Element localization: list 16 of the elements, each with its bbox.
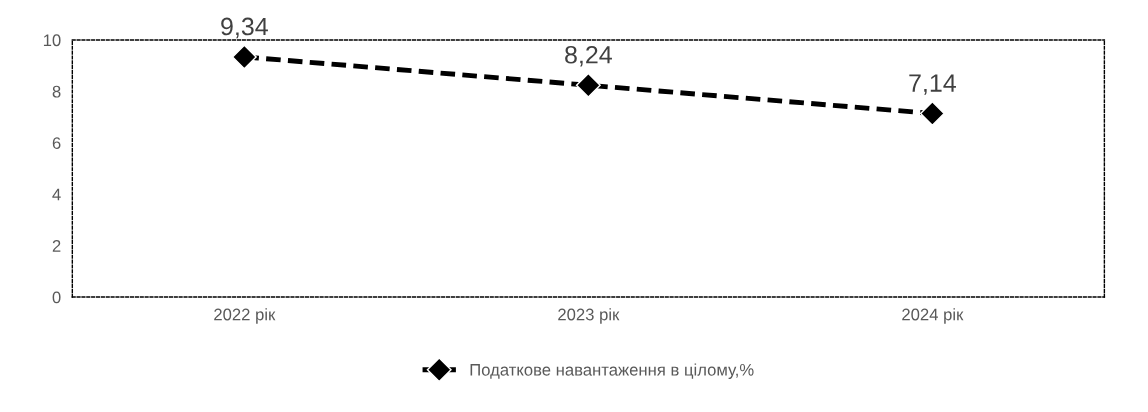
y-tick-label: 2 xyxy=(52,240,61,252)
x-tick-label: 2024 рік xyxy=(902,308,964,324)
point xyxy=(919,101,945,126)
y-tick-label: 0 xyxy=(52,291,61,304)
point xyxy=(575,72,601,98)
data-label: 8,24 xyxy=(565,45,612,67)
data-label: 7,14 xyxy=(909,74,956,95)
y-tick-label: 4 xyxy=(52,188,61,201)
data-label: 9,34 xyxy=(221,17,268,39)
x-tick-label: 2023 рік xyxy=(558,308,620,324)
point xyxy=(231,44,257,70)
y-tick-label: 8 xyxy=(52,85,61,98)
x-tick-label: 2022 рік xyxy=(214,308,276,324)
y-tick-label: 10 xyxy=(43,34,61,47)
y-tick-label: 6 xyxy=(52,137,61,149)
legend-label: Податкове навантаження в цілому,% xyxy=(470,363,754,380)
